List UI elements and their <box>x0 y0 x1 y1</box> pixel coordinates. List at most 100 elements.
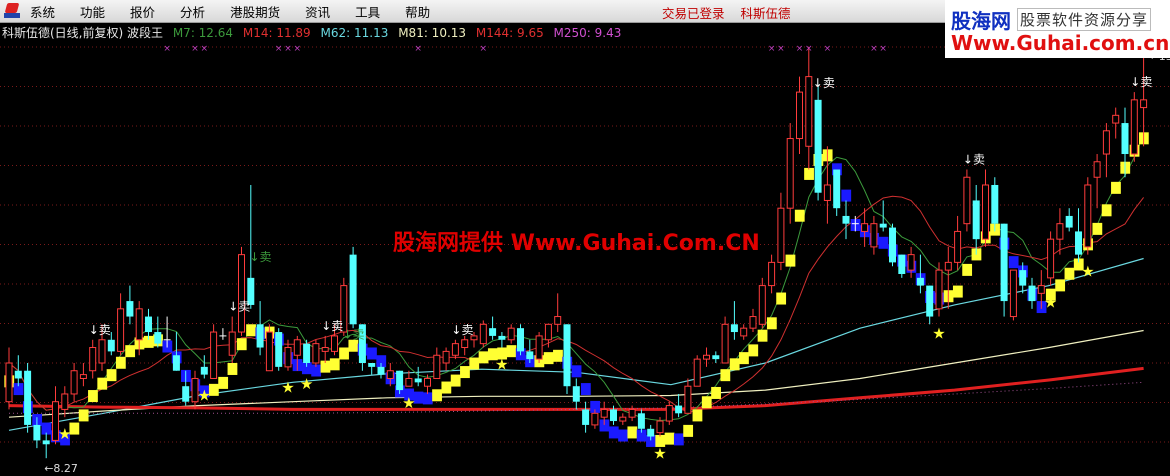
candle-body-up <box>210 331 218 379</box>
candle-body-up <box>665 405 673 422</box>
login-status[interactable]: 交易已登录 <box>662 6 725 21</box>
menu-function[interactable]: 功能 <box>80 4 106 20</box>
band-step <box>78 409 89 422</box>
candle-body-up <box>442 350 450 364</box>
candle-body-down <box>1019 270 1027 286</box>
menu-bar: 系统 功能 报价 分析 港股期货 资讯 工具 帮助 交易已登录 科斯伍德 <box>0 0 1170 23</box>
buy-star-icon: ★ <box>1044 294 1057 312</box>
candle-body-down <box>358 324 366 363</box>
menu-analysis[interactable]: 分析 <box>180 4 206 20</box>
band-step <box>199 385 210 398</box>
candle-body-down <box>889 227 896 263</box>
candle-body-down <box>396 370 404 391</box>
candle-body-up <box>1009 269 1017 318</box>
signal-x-mark-icon: × <box>805 44 813 54</box>
candle-body-down <box>916 277 924 286</box>
candle-body-up <box>89 347 97 372</box>
candle-body-down <box>42 440 50 445</box>
stock-name-status: 科斯伍德 <box>740 6 791 21</box>
candle-body-up <box>479 323 487 345</box>
candle-body-up <box>386 370 394 379</box>
band-step <box>1092 222 1103 235</box>
band-step <box>1045 288 1056 301</box>
candle-body-up <box>1047 238 1055 279</box>
band-step <box>1008 256 1019 269</box>
candle-body-down <box>730 324 738 333</box>
signal-x-mark-icon: × <box>163 44 171 54</box>
band-step <box>683 424 694 437</box>
band-step <box>804 167 814 180</box>
candle-body-up <box>461 339 469 349</box>
candle-body-up <box>954 230 962 263</box>
signal-x-mark-icon: × <box>284 44 292 54</box>
legend-m144: M144: 9.65 <box>475 26 544 40</box>
signal-x-mark-icon: × <box>191 44 199 54</box>
sell-signal-label: ↓卖 <box>228 300 250 314</box>
band-step <box>311 364 322 377</box>
menu-tools[interactable]: 工具 <box>355 4 381 20</box>
buy-star-icon: ★ <box>281 379 294 397</box>
candle-body-up <box>331 335 338 352</box>
menu-help[interactable]: 帮助 <box>405 4 431 20</box>
candle-body-down <box>172 355 180 371</box>
band-step <box>506 345 517 358</box>
band-step <box>776 292 787 305</box>
candle-body-down <box>926 285 934 317</box>
candle-body-up <box>628 408 636 418</box>
candle-body-down <box>517 328 524 352</box>
candle-body-up <box>5 362 13 403</box>
band-step <box>841 189 852 202</box>
band-step <box>450 374 461 387</box>
menu-quote[interactable]: 报价 <box>130 4 156 20</box>
band-step <box>348 339 359 352</box>
sell-signal-label: ↓卖 <box>321 319 343 333</box>
candle-body-down <box>1075 231 1082 255</box>
candle-body-up <box>861 223 869 232</box>
buy-star-icon: ★ <box>932 325 945 343</box>
candle-body-up <box>1112 114 1120 124</box>
buy-star-icon: ★ <box>495 356 508 374</box>
band-step <box>469 357 480 370</box>
band-step <box>422 392 433 405</box>
candle-body-down <box>972 200 980 240</box>
band-step <box>832 163 842 176</box>
band-step <box>1101 204 1112 217</box>
band-step <box>218 376 229 389</box>
band-step <box>692 409 703 422</box>
candle-body-up <box>1130 99 1138 155</box>
band-step <box>320 360 331 373</box>
candle-body-down <box>610 409 617 422</box>
signal-x-mark-icon: × <box>879 44 887 54</box>
candle-body-down <box>637 413 645 429</box>
candle-body-up <box>61 393 69 410</box>
signal-x-mark-icon: × <box>480 44 488 54</box>
band-step <box>367 347 377 360</box>
candle-body-up <box>424 377 431 387</box>
band-step <box>1073 258 1084 271</box>
candle-body-down <box>145 316 152 333</box>
menu-news[interactable]: 资讯 <box>305 4 331 20</box>
band-step <box>757 329 768 342</box>
candle-body-up <box>703 354 710 360</box>
candle-body-up <box>451 343 459 356</box>
candle-body-up <box>935 269 943 310</box>
candle-body-down <box>154 332 162 344</box>
candle-body-up <box>823 184 831 201</box>
band-step <box>571 365 582 378</box>
candle-body-up <box>591 412 599 426</box>
buy-star-icon: ★ <box>198 386 211 404</box>
menu-hk-futures[interactable]: 港股期货 <box>230 4 281 20</box>
band-step <box>143 335 154 348</box>
menu-system[interactable]: 系统 <box>30 4 56 20</box>
candle-body-up <box>982 184 989 240</box>
buy-star-icon: ★ <box>300 375 313 393</box>
app-logo-icon[interactable] <box>4 3 22 19</box>
candle-body-up <box>70 370 78 395</box>
candle-body-up <box>693 358 701 387</box>
band-step <box>739 352 749 365</box>
band-step <box>627 426 638 439</box>
signal-x-mark-icon: × <box>777 44 785 54</box>
candle-body-up <box>656 420 664 434</box>
candle-body-up <box>265 331 273 372</box>
